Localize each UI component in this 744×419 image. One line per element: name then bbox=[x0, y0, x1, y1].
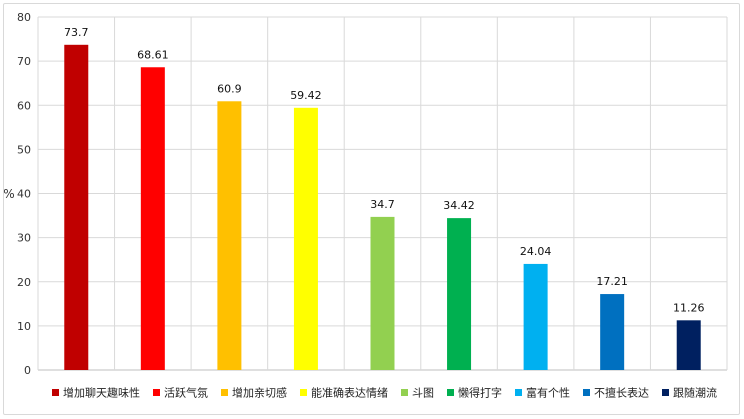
bar bbox=[676, 320, 701, 370]
bar bbox=[447, 218, 472, 370]
data-label: 73.7 bbox=[64, 26, 89, 39]
bar bbox=[293, 107, 318, 370]
legend-label: 增加聊天趣味性 bbox=[63, 386, 140, 400]
legend-label: 增加亲切感 bbox=[232, 386, 287, 400]
legend-swatch bbox=[662, 389, 669, 396]
legend-label: 懒得打字 bbox=[458, 386, 502, 400]
legend-label: 富有个性 bbox=[526, 386, 570, 400]
y-tick-label: 60 bbox=[17, 99, 31, 112]
y-axis-label: % bbox=[3, 187, 14, 201]
legend-swatch bbox=[515, 389, 522, 396]
bar bbox=[140, 67, 165, 371]
legend-label: 不擅长表达 bbox=[594, 386, 649, 400]
y-tick-label: 30 bbox=[17, 232, 31, 245]
y-axis-ticks: 0 10 20 30 40 50 60 70 80 bbox=[17, 11, 31, 377]
legend-label: 斗图 bbox=[412, 387, 434, 400]
legend-label: 能准确表达情绪 bbox=[311, 386, 388, 400]
legend-swatch bbox=[300, 389, 307, 396]
legend-swatch bbox=[447, 389, 454, 396]
data-label: 24.04 bbox=[520, 245, 552, 258]
legend-swatch bbox=[401, 389, 408, 396]
legend-swatch bbox=[153, 389, 160, 396]
y-tick-label: 20 bbox=[17, 276, 31, 289]
data-label: 11.26 bbox=[673, 301, 705, 314]
y-tick-label: 80 bbox=[17, 11, 31, 24]
data-label: 60.9 bbox=[217, 82, 242, 95]
data-label: 17.21 bbox=[596, 275, 628, 288]
data-label: 34.7 bbox=[370, 198, 395, 211]
data-label: 68.61 bbox=[137, 48, 169, 61]
legend: 增加聊天趣味性 活跃气氛 增加亲切感 能准确表达情绪 斗图 懒得打字 富有个性 不擅长表达 跟随… bbox=[52, 386, 717, 400]
legend-swatch bbox=[583, 389, 590, 396]
data-label: 59.42 bbox=[290, 89, 322, 102]
bar bbox=[217, 101, 242, 370]
y-tick-label: 50 bbox=[17, 143, 31, 156]
legend-swatch bbox=[221, 389, 228, 396]
bar bbox=[370, 216, 395, 370]
data-label: 34.42 bbox=[443, 199, 475, 212]
bar bbox=[600, 294, 625, 370]
y-tick-label: 10 bbox=[17, 320, 31, 333]
legend-label: 跟随潮流 bbox=[673, 386, 717, 400]
y-tick-label: 70 bbox=[17, 55, 31, 68]
legend-swatch bbox=[52, 389, 59, 396]
data-labels: 73.7 68.61 60.9 59.42 34.7 34.42 24.04 17.21 11.… bbox=[64, 26, 704, 315]
y-tick-label: 0 bbox=[24, 364, 31, 377]
bar bbox=[64, 44, 89, 371]
legend-label: 活跃气氛 bbox=[164, 386, 208, 400]
bars bbox=[64, 44, 701, 371]
bar bbox=[523, 263, 548, 370]
y-tick-label: 40 bbox=[17, 188, 31, 201]
